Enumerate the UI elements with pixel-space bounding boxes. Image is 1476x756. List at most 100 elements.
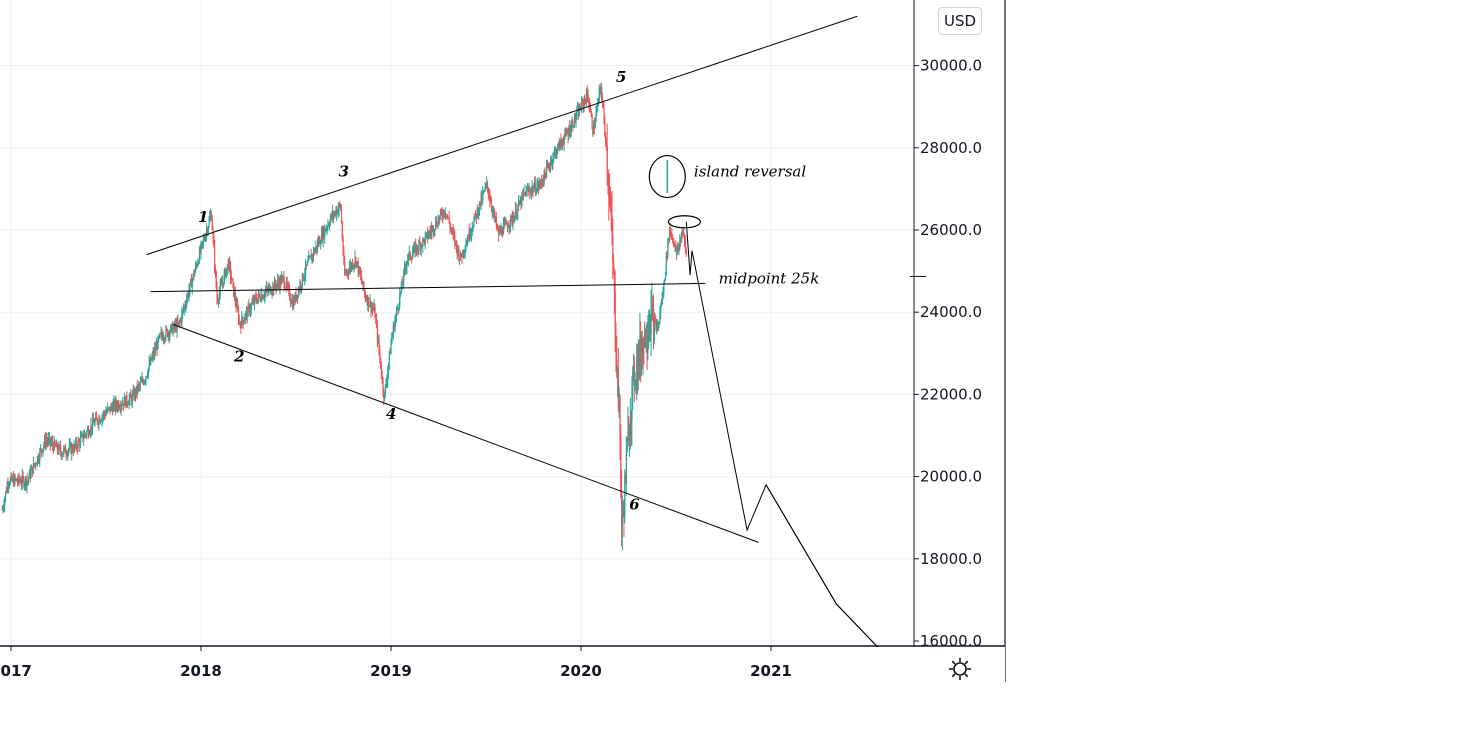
candle-body [96, 418, 98, 423]
candle-body [269, 286, 271, 288]
candle-body [218, 299, 220, 302]
candle-body [199, 249, 201, 253]
candle-body [71, 446, 73, 454]
candle-body [157, 337, 159, 349]
candle-body [45, 439, 47, 445]
candle-body [288, 286, 290, 289]
candle-body [253, 300, 255, 304]
candle-body [534, 182, 536, 189]
candle-body [327, 224, 329, 228]
candle-body [58, 445, 60, 453]
candle-body [407, 259, 409, 262]
candle-body [583, 100, 585, 107]
candle-body [6, 484, 8, 493]
candle-body [162, 335, 164, 340]
candle-body [48, 438, 50, 442]
candle-body [60, 452, 63, 457]
candle-body [245, 310, 248, 314]
candle-body [360, 275, 363, 282]
candle-body [170, 325, 172, 332]
candle-body [80, 435, 83, 438]
candle-body [223, 273, 225, 284]
candle-body [103, 412, 106, 415]
candle-body [179, 319, 181, 323]
annotation-label: 1 [198, 208, 208, 226]
candle-body [676, 248, 679, 255]
candle-body [671, 234, 673, 238]
price-axis[interactable]: 30000.0 28000.0 26000.0 24000.0 22000.0 20000… [910, 0, 1006, 682]
candle-body [443, 210, 446, 215]
candle-body [582, 101, 584, 107]
candle-body [672, 237, 674, 239]
candle-body [98, 418, 100, 424]
candle-body [332, 212, 335, 216]
candle-body [494, 211, 496, 219]
candle-body [344, 272, 347, 274]
candle-body [310, 255, 312, 261]
candle-body [238, 310, 240, 322]
candle-body [397, 308, 399, 310]
candle-body [520, 199, 522, 206]
chart-annotations: 1 2 3 4 5 6 island reversal midpoint 25k [198, 68, 819, 513]
candle-body [449, 222, 451, 228]
candle-body [198, 262, 200, 264]
candle-body [312, 254, 314, 257]
candle-body [189, 283, 191, 291]
candle-body [276, 284, 278, 289]
candle-body [188, 290, 190, 297]
candle-body [216, 287, 218, 301]
candle-body [24, 483, 26, 486]
candle-body [598, 90, 600, 102]
candle-body [510, 215, 513, 217]
candle-body [273, 281, 276, 291]
candle-body [556, 151, 558, 156]
candle-body [102, 415, 104, 417]
candle-body [378, 339, 380, 351]
candle-body [526, 189, 529, 191]
candle-body [515, 208, 517, 217]
candle-body [459, 253, 462, 260]
candle-body [236, 304, 238, 308]
time-axis[interactable]: 2017 2018 2019 2020 2021 [0, 645, 1005, 683]
candle-body [445, 213, 447, 217]
candle-body [227, 264, 229, 269]
candle-body [142, 379, 144, 382]
candle-body [548, 164, 550, 167]
candle-body [337, 209, 339, 214]
candle-body [231, 279, 233, 281]
candle-body [622, 511, 624, 513]
candle-body [347, 270, 349, 273]
candle-body [474, 213, 476, 220]
candle-body [68, 445, 71, 450]
candle-body [652, 308, 655, 340]
candle-body [534, 182, 537, 193]
candle-body [243, 320, 245, 324]
candle-body [342, 238, 344, 254]
candle-body [498, 229, 501, 235]
candle-body [53, 440, 55, 451]
candle-body [144, 380, 146, 382]
candle-body [356, 261, 358, 265]
candle-body [103, 412, 105, 416]
candle-body [488, 194, 490, 197]
candle-body [392, 333, 394, 338]
candle-body [13, 476, 15, 486]
candle-body [8, 484, 10, 487]
candle-body [606, 145, 608, 173]
candle-body [376, 319, 378, 326]
candle-body [440, 211, 442, 213]
currency-badge[interactable]: USD [938, 7, 982, 35]
chart-settings-button[interactable] [946, 655, 974, 683]
candle-body [633, 365, 635, 373]
candle-body [544, 170, 546, 174]
candle-body [72, 450, 75, 452]
candle-body [128, 398, 130, 405]
candle-body [482, 193, 484, 200]
candlestick-series [1, 82, 687, 551]
candle-body [656, 325, 658, 329]
candle-body [648, 333, 650, 335]
candle-body [551, 159, 553, 164]
candle-body [12, 477, 15, 486]
candle-body [558, 142, 560, 146]
